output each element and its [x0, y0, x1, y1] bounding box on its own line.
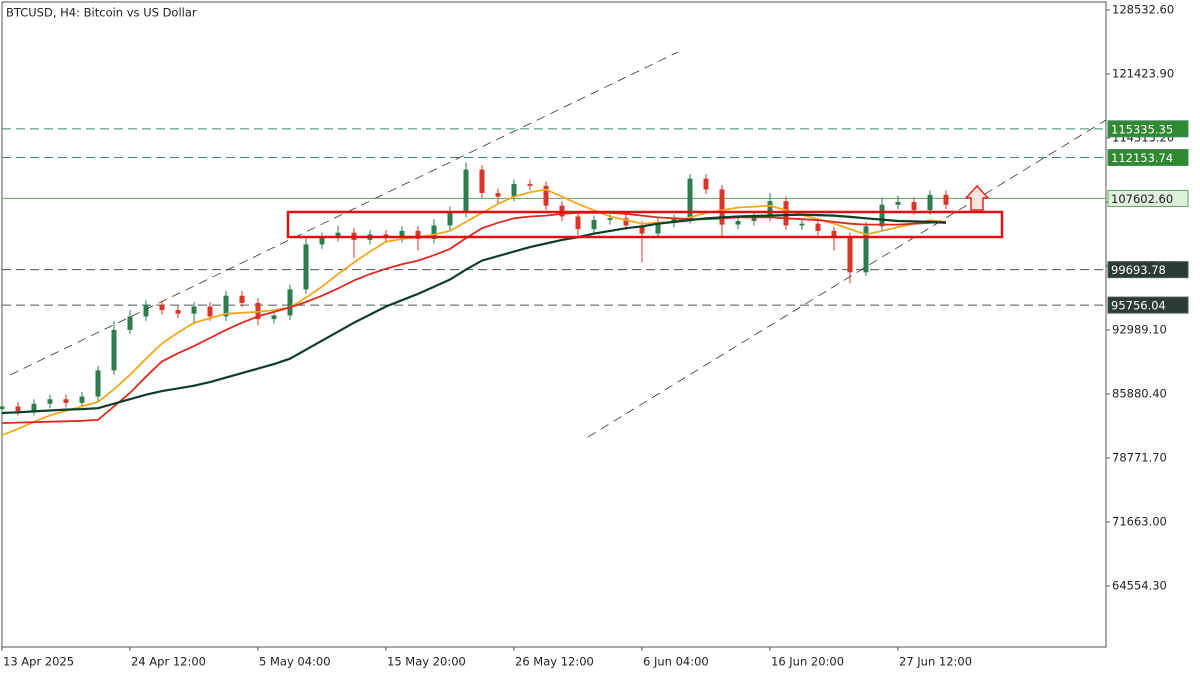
candle-body [863, 226, 869, 273]
candle-body [111, 329, 117, 371]
x-tick-label: 27 Jun 12:00 [899, 655, 972, 669]
candle-body [335, 232, 341, 238]
channel-lower [587, 119, 1107, 438]
zone-box [286, 210, 1004, 239]
y-tick-label: 64554.30 [1112, 579, 1167, 593]
candle-body [223, 295, 229, 317]
candle-body [15, 406, 21, 411]
candle-body [527, 184, 533, 186]
candle-body [415, 230, 421, 239]
candle-body [943, 194, 949, 205]
candle-body [159, 304, 165, 311]
y-tick-label: 92989.10 [1112, 323, 1167, 337]
candle-body [735, 220, 741, 225]
candle-body [607, 218, 613, 221]
candle-body [655, 222, 661, 234]
candle-body [703, 178, 709, 190]
x-tick-label: 16 Jun 20:00 [771, 655, 844, 669]
price-level-label: 115335.35 [1111, 122, 1173, 136]
price-level-label-bg [1107, 296, 1189, 314]
candle-body [639, 225, 645, 234]
price-level-label: 112153.74 [1111, 151, 1173, 165]
candle-body [191, 306, 197, 314]
candle-body [47, 399, 53, 404]
x-tick-label: 5 May 04:00 [259, 655, 331, 669]
moving-average [1, 213, 947, 415]
candle-body [447, 212, 453, 226]
y-tick-label: 78771.70 [1112, 451, 1167, 465]
price-level-label-bg [1107, 261, 1189, 279]
candle-body [847, 237, 853, 273]
x-tick-label: 6 Jun 04:00 [643, 655, 709, 669]
x-tick-label: 15 May 20:00 [387, 655, 466, 669]
plot [0, 128, 1106, 437]
candle-body [911, 202, 917, 211]
price-level-label: 107602.60 [1111, 192, 1173, 206]
y-tick-label: 85880.40 [1112, 387, 1167, 401]
candle-body [319, 237, 325, 245]
candle-body [719, 189, 725, 225]
candle-body [927, 194, 933, 211]
price-level-label-bg [1107, 189, 1189, 207]
candle-body [287, 289, 293, 316]
candle-body [751, 216, 757, 221]
price-level-label-bg [1107, 120, 1189, 138]
candle-body [815, 223, 821, 231]
candle-body [831, 230, 837, 238]
candle-body [239, 295, 245, 303]
candle-body [783, 201, 789, 226]
candle-body [271, 315, 277, 320]
candle-body [543, 185, 549, 206]
candle-body [79, 396, 85, 403]
price-level-label-bg [1107, 148, 1189, 166]
candle-body [767, 201, 773, 217]
candle-body [591, 220, 597, 230]
candle-body [303, 244, 309, 290]
price-level-label: 95756.04 [1111, 299, 1166, 313]
y-tick-label: 71663.00 [1112, 515, 1167, 529]
price-level-label: 99693.78 [1111, 263, 1166, 277]
candle-body [63, 399, 69, 403]
candle-body [575, 216, 581, 230]
candle-body [511, 184, 517, 197]
candle-body [799, 223, 805, 226]
candle-body [463, 169, 469, 213]
y-tick-label: 128532.60 [1112, 3, 1174, 17]
y-tick-label: 121423.90 [1112, 67, 1174, 81]
candle-body [143, 304, 149, 317]
candle-body [0, 406, 5, 410]
candle-body [127, 316, 133, 330]
x-tick-label: 24 Apr 12:00 [131, 655, 206, 669]
candle-body [175, 310, 181, 314]
candle-body [95, 370, 101, 397]
candle-body [895, 202, 901, 205]
x-tick-label: 13 Apr 2025 [3, 655, 74, 669]
candle-body [495, 193, 501, 197]
x-tick-label: 26 May 12:00 [515, 655, 594, 669]
candle-body [879, 204, 885, 227]
up-arrow [964, 184, 990, 211]
moving-average [1, 212, 947, 424]
candle-body [623, 218, 629, 226]
candle-body [31, 403, 37, 411]
candle-body [207, 306, 213, 317]
candle-body [399, 230, 405, 239]
candle-body [431, 225, 437, 239]
candle-body [479, 169, 485, 194]
chart-title: BTCUSD, H4: Bitcoin vs US Dollar [6, 6, 197, 20]
plot-frame [1, 1, 1107, 648]
channel-upper [9, 51, 679, 376]
candle-body [687, 178, 693, 220]
